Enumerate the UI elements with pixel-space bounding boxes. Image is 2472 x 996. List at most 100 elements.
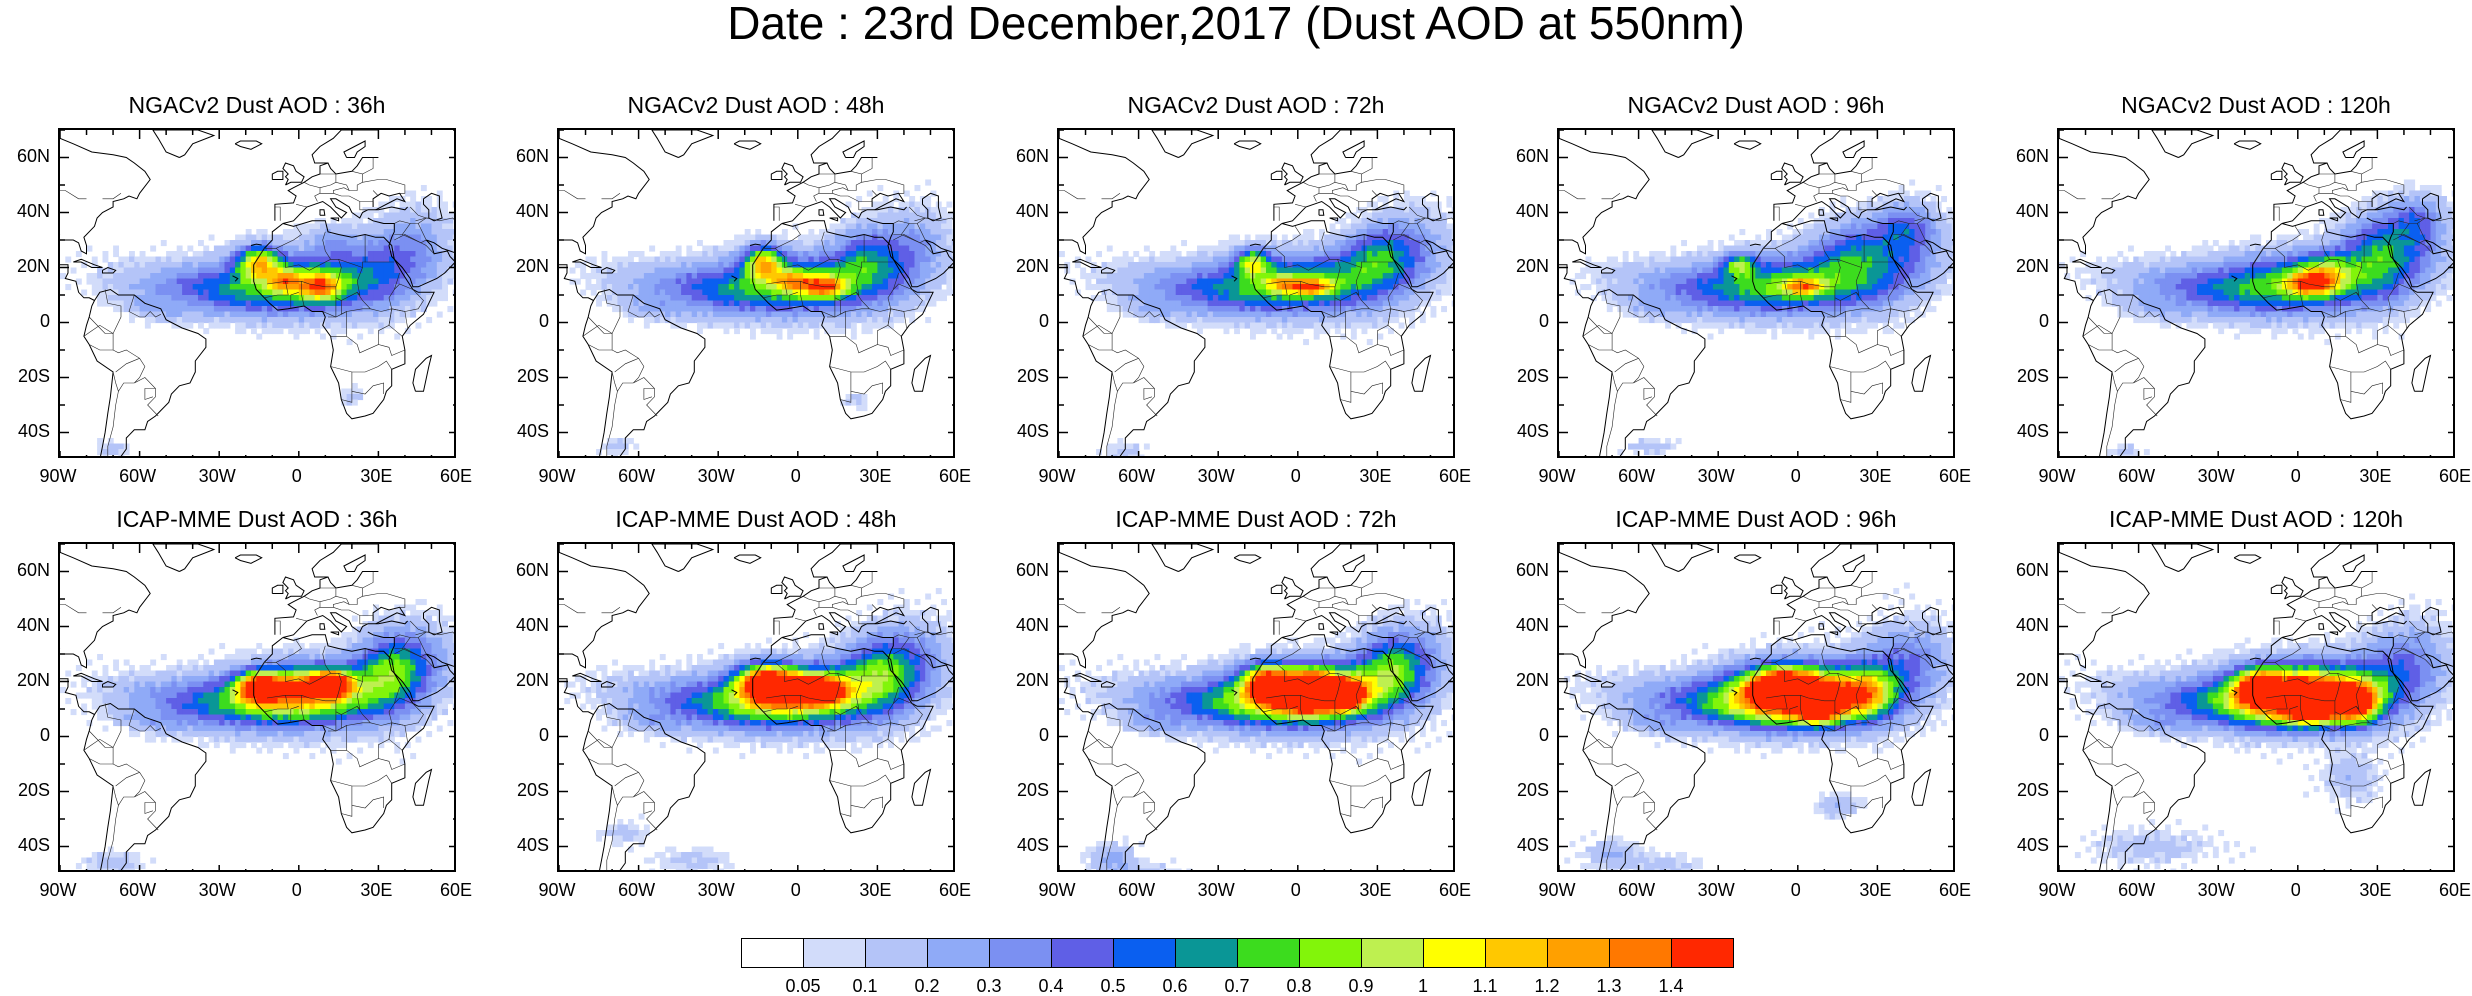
lon-tick-label: 60E: [939, 880, 971, 900]
lat-tick-label: 20N: [8, 256, 50, 276]
lon-tick-label: 30W: [698, 466, 735, 486]
lat-tick-label: 20N: [1007, 670, 1049, 690]
lon-tick-label: 30W: [199, 880, 236, 900]
lat-tick-label: 40N: [1507, 615, 1549, 635]
lat-tick-label: 0: [1007, 725, 1049, 745]
dust-aod-map: [559, 130, 955, 458]
panel-title: NGACv2 Dust AOD : 36h: [8, 92, 506, 118]
map-panel: [1057, 542, 1455, 872]
lon-tick-label: 90W: [1538, 466, 1575, 486]
lon-tick-label: 0: [1291, 880, 1301, 900]
lat-tick-label: 20S: [507, 366, 549, 386]
lon-tick-label: 30E: [1859, 466, 1891, 486]
lon-tick-label: 0: [791, 466, 801, 486]
colorbar-swatch: [1423, 938, 1486, 968]
lat-tick-label: 20N: [2007, 670, 2049, 690]
colorbar-swatch: [989, 938, 1052, 968]
lat-tick-label: 60N: [507, 146, 549, 166]
aod-field: [1059, 599, 1455, 872]
lat-tick-label: 40S: [8, 835, 50, 855]
lat-tick-label: 20N: [8, 670, 50, 690]
lon-tick-label: 60E: [2439, 880, 2471, 900]
panel-title: ICAP-MME Dust AOD : 96h: [1507, 506, 2005, 532]
lat-tick-label: 40S: [1007, 835, 1049, 855]
lon-tick-label: 0: [1791, 880, 1801, 900]
lon-tick-label: 30E: [2359, 466, 2391, 486]
colorbar-label: 0.1: [852, 976, 877, 996]
lon-tick-label: 60E: [1939, 880, 1971, 900]
lat-tick-label: 20S: [8, 780, 50, 800]
lat-tick-label: 60N: [1007, 146, 1049, 166]
lon-tick-label: 60W: [1118, 466, 1155, 486]
lat-tick-label: 40S: [507, 421, 549, 441]
lat-tick-label: 40S: [1507, 421, 1549, 441]
colorbar-label: 0.4: [1038, 976, 1063, 996]
lon-tick-label: 60E: [440, 880, 472, 900]
colorbar-swatch: [1361, 938, 1424, 968]
lon-tick-label: 30E: [859, 466, 891, 486]
map-panel: [557, 128, 955, 458]
lat-tick-label: 60N: [1507, 560, 1549, 580]
lon-tick-label: 60W: [2118, 880, 2155, 900]
lon-tick-label: 90W: [1038, 880, 1075, 900]
lon-tick-label: 0: [791, 880, 801, 900]
colorbar-swatch: [1485, 938, 1548, 968]
panel-title: ICAP-MME Dust AOD : 120h: [2007, 506, 2472, 532]
lat-tick-label: 0: [1007, 311, 1049, 331]
lat-tick-label: 0: [1507, 725, 1549, 745]
main-title: Date : 23rd December,2017 (Dust AOD at 5…: [0, 0, 2472, 46]
colorbar-swatch: [1299, 938, 1362, 968]
lon-tick-label: 60W: [2118, 466, 2155, 486]
lon-tick-label: 90W: [538, 466, 575, 486]
lat-tick-label: 20N: [507, 256, 549, 276]
lat-tick-label: 0: [507, 311, 549, 331]
lon-tick-label: 60W: [1118, 880, 1155, 900]
lat-tick-label: 20S: [1507, 366, 1549, 386]
lon-tick-label: 60E: [1439, 466, 1471, 486]
colorbar-label: 0.7: [1224, 976, 1249, 996]
lon-tick-label: 30W: [1698, 880, 1735, 900]
lon-tick-label: 90W: [1538, 880, 1575, 900]
lat-tick-label: 0: [8, 311, 50, 331]
colorbar-swatch: [1175, 938, 1238, 968]
dust-aod-map: [559, 544, 955, 872]
lat-tick-label: 20N: [1507, 256, 1549, 276]
lat-tick-label: 20S: [1007, 366, 1049, 386]
lon-tick-label: 0: [292, 466, 302, 486]
lon-tick-label: 90W: [39, 880, 76, 900]
colorbar-swatch: [741, 938, 804, 968]
panel-title: NGACv2 Dust AOD : 48h: [507, 92, 1005, 118]
map-panel: [1557, 542, 1955, 872]
aod-field: [60, 599, 456, 872]
lon-tick-label: 60W: [1618, 880, 1655, 900]
aod-field: [60, 185, 456, 458]
colorbar-swatch: [1051, 938, 1114, 968]
lon-tick-label: 90W: [538, 880, 575, 900]
lon-tick-label: 0: [2291, 466, 2301, 486]
map-panel: [557, 542, 955, 872]
lat-tick-label: 60N: [2007, 560, 2049, 580]
lat-tick-label: 20S: [2007, 780, 2049, 800]
dust-aod-map: [2059, 544, 2455, 872]
lat-tick-label: 20S: [8, 366, 50, 386]
lat-tick-label: 40N: [2007, 201, 2049, 221]
lon-tick-label: 30W: [2198, 466, 2235, 486]
lat-tick-label: 60N: [507, 560, 549, 580]
lat-tick-label: 60N: [1507, 146, 1549, 166]
lon-tick-label: 30E: [360, 466, 392, 486]
lon-tick-label: 60W: [1618, 466, 1655, 486]
lon-tick-label: 90W: [39, 466, 76, 486]
colorbar-swatch: [1547, 938, 1610, 968]
colorbar-label: 0.05: [785, 976, 820, 996]
map-panel: [2057, 542, 2455, 872]
colorbar-label: 0.5: [1100, 976, 1125, 996]
lon-tick-label: 30E: [1359, 880, 1391, 900]
lon-tick-label: 0: [2291, 880, 2301, 900]
lat-tick-label: 40N: [507, 201, 549, 221]
lon-tick-label: 0: [1791, 466, 1801, 486]
lon-tick-label: 60E: [939, 466, 971, 486]
lat-tick-label: 40N: [8, 201, 50, 221]
lon-tick-label: 60W: [618, 880, 655, 900]
panel-title: ICAP-MME Dust AOD : 72h: [1007, 506, 1505, 532]
lon-tick-label: 30E: [360, 880, 392, 900]
